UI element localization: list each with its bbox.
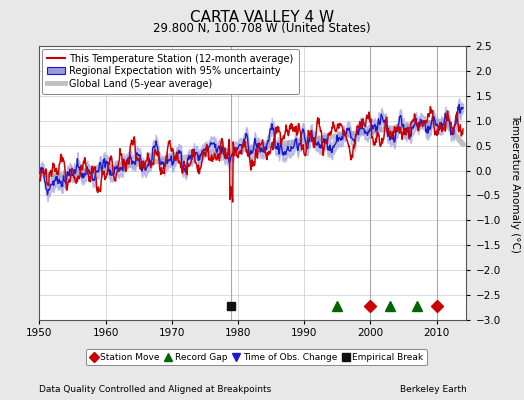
Text: Data Quality Controlled and Aligned at Breakpoints: Data Quality Controlled and Aligned at B… xyxy=(39,385,271,394)
Legend: This Temperature Station (12-month average), Regional Expectation with 95% uncer: This Temperature Station (12-month avera… xyxy=(42,49,299,94)
Text: CARTA VALLEY 4 W: CARTA VALLEY 4 W xyxy=(190,10,334,25)
Text: 29.800 N, 100.708 W (United States): 29.800 N, 100.708 W (United States) xyxy=(153,22,371,35)
Y-axis label: Temperature Anomaly (°C): Temperature Anomaly (°C) xyxy=(510,114,520,252)
Legend: Station Move, Record Gap, Time of Obs. Change, Empirical Break: Station Move, Record Gap, Time of Obs. C… xyxy=(86,349,427,366)
Text: Berkeley Earth: Berkeley Earth xyxy=(400,385,466,394)
